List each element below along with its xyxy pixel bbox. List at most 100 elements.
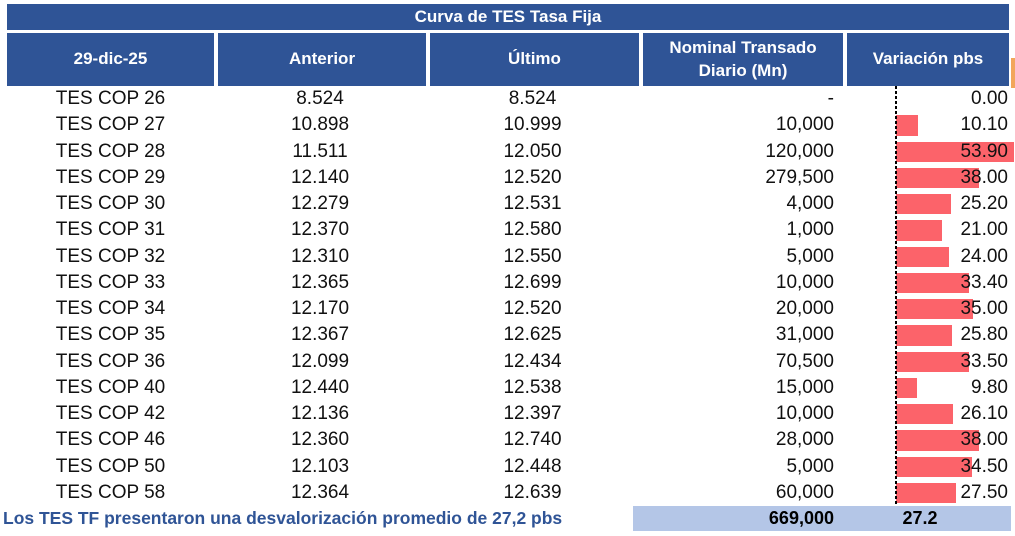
anterior-value: 12.365: [290, 271, 350, 293]
bond-label: TES COP 36: [55, 350, 166, 372]
variacion-value: 38.00: [960, 429, 1008, 451]
variacion-cell: 25.20: [843, 191, 1009, 217]
bond-label: TES COP 27: [55, 114, 166, 136]
nominal-value: 60,000: [775, 481, 834, 503]
variacion-cell: 0.00: [843, 86, 1009, 112]
bond-label: TES COP 30: [55, 193, 166, 215]
table-row: TES COP 58 12.364 12.639 60,000 27.50: [7, 480, 1009, 506]
anterior-value: 12.170: [290, 298, 350, 320]
bond-label: TES COP 28: [55, 140, 166, 162]
nominal-value: 70,500: [775, 350, 834, 372]
total-nominal: 669,000: [768, 508, 834, 528]
table-row: TES COP 28 11.511 12.050 120,000 53.90: [7, 139, 1014, 165]
variacion-data-bar: [896, 299, 973, 320]
ultimo-value: 12.531: [503, 193, 562, 215]
summary-note: Los TES TF presentaron una desvalorizaci…: [3, 508, 563, 528]
table-row: TES COP 40 12.440 12.538 15,000 9.80: [7, 375, 1009, 401]
bond-label: TES COP 29: [55, 166, 166, 188]
nominal-value: 31,000: [775, 324, 834, 346]
variacion-data-bar: [896, 404, 953, 425]
ultimo-value: 12.625: [503, 324, 562, 346]
variacion-data-bar: [896, 141, 1014, 162]
header-nominal-line1: Nominal Transado: [669, 38, 817, 58]
nominal-value: 5,000: [786, 245, 834, 267]
nominal-value: 4,000: [786, 193, 834, 215]
variacion-value: 25.80: [960, 324, 1008, 346]
header-ultimo: Último: [426, 33, 639, 86]
variacion-cell: 25.80: [843, 322, 1009, 348]
ultimo-value: 12.639: [503, 481, 562, 503]
header-date-label: 29-dic-25: [73, 49, 148, 69]
ultimo-value: 12.740: [503, 429, 562, 451]
variacion-value: 21.00: [960, 219, 1008, 241]
variacion-cell: 27.50: [843, 480, 1009, 506]
nominal-value: 15,000: [775, 376, 834, 398]
variacion-value: 53.90: [960, 140, 1008, 162]
table-row: TES COP 35 12.367 12.625 31,000 25.80: [7, 322, 1009, 348]
anterior-value: 12.310: [290, 245, 350, 267]
anterior-value: 12.364: [290, 481, 350, 503]
anterior-value: 12.103: [290, 455, 350, 477]
table-row: TES COP 34 12.170 12.520 20,000 35.00: [7, 296, 1009, 322]
header-ultimo-label: Último: [508, 49, 561, 69]
variacion-cell: 53.90: [843, 139, 1014, 165]
variacion-cell: 24.00: [843, 244, 1009, 270]
ultimo-value: 12.397: [503, 403, 562, 425]
variacion-cell: 9.80: [843, 375, 1009, 401]
variacion-value: 27.50: [960, 481, 1008, 503]
variacion-data-bar: [896, 115, 918, 136]
nominal-value: 120,000: [765, 140, 834, 162]
variacion-data-bar: [896, 220, 942, 241]
table-row: TES COP 46 12.360 12.740 28,000 38.00: [7, 427, 1009, 453]
table-row: TES COP 50 12.103 12.448 5,000 34.50: [7, 454, 1009, 480]
ultimo-value: 12.699: [503, 271, 562, 293]
bond-label: TES COP 31: [55, 219, 166, 241]
variacion-data-bar: [896, 456, 972, 477]
bond-label: TES COP 35: [55, 324, 166, 346]
bond-label: TES COP 32: [55, 245, 166, 267]
anterior-value: 12.140: [290, 166, 350, 188]
table-row: TES COP 36 12.099 12.434 70,500 33.50: [7, 349, 1009, 375]
header-anterior: Anterior: [214, 33, 426, 86]
variacion-cell: 33.40: [843, 270, 1009, 296]
header-anterior-label: Anterior: [288, 49, 356, 69]
variacion-value: 9.80: [971, 376, 1008, 398]
variacion-cell: 26.10: [843, 401, 1009, 427]
header-date: 29-dic-25: [7, 33, 214, 86]
nominal-value: 20,000: [775, 298, 834, 320]
bond-label: TES COP 42: [55, 403, 166, 425]
ultimo-value: 12.448: [503, 455, 562, 477]
nominal-value: 5,000: [786, 455, 834, 477]
ultimo-value: 12.050: [503, 140, 562, 162]
variacion-value: 33.50: [960, 350, 1008, 372]
bond-label: TES COP 46: [55, 429, 166, 451]
variacion-value: 38.00: [960, 166, 1008, 188]
variacion-value: 33.40: [960, 271, 1008, 293]
variacion-value: 26.10: [960, 403, 1008, 425]
table-row: TES COP 32 12.310 12.550 5,000 24.00: [7, 244, 1009, 270]
variacion-value: 0.00: [971, 88, 1008, 110]
header-nominal: Nominal Transado Diario (Mn): [639, 33, 843, 86]
nominal-value: 28,000: [775, 429, 834, 451]
table-row: TES COP 30 12.279 12.531 4,000 25.20: [7, 191, 1009, 217]
header-variacion-label: Variación pbs: [872, 49, 984, 69]
variacion-data-bar: [896, 430, 979, 451]
clipped-edge-graphic: [1011, 58, 1015, 88]
variacion-data-bar: [896, 482, 956, 503]
variacion-value: 25.20: [960, 193, 1008, 215]
header-nominal-line2: Diario (Mn): [698, 60, 788, 80]
variacion-cell: 34.50: [843, 454, 1009, 480]
data-bar-axis-line: [895, 86, 897, 506]
anterior-value: 10.898: [290, 114, 350, 136]
totals-band: 669,000 27.2: [633, 506, 1011, 531]
ultimo-value: 12.520: [503, 166, 562, 188]
anterior-value: 12.279: [290, 193, 350, 215]
ultimo-value: 12.550: [503, 245, 562, 267]
variacion-data-bar: [896, 377, 917, 398]
ultimo-value: 10.999: [503, 114, 562, 136]
table-row: TES COP 29 12.140 12.520 279,500 38.00: [7, 165, 1009, 191]
anterior-value: 12.099: [290, 350, 350, 372]
ultimo-value: 12.434: [503, 350, 562, 372]
table-row: TES COP 26 8.524 8.524 - 0.00: [7, 86, 1009, 112]
bond-label: TES COP 26: [55, 88, 166, 110]
